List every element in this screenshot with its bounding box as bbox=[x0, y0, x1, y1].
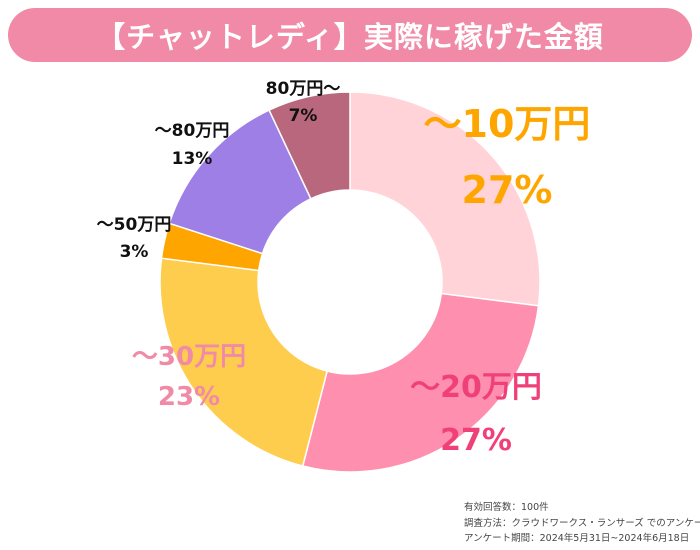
slice-value-5: 13% bbox=[172, 149, 213, 169]
chart-title: 【チャットレディ】実際に稼げた金額 bbox=[96, 20, 604, 54]
slice-labels: ～10万円 27% ～20万円 27% ～30万円 23% ～50万円 3% ～80万円 13% 8… bbox=[97, 79, 591, 458]
footnote-method: 調査方法：クラウドワークス・ランサーズ でのアンケート bbox=[464, 517, 700, 529]
slice-label-2: ～20万円 bbox=[410, 370, 542, 405]
slice-label-1: ～10万円 bbox=[424, 102, 591, 146]
footnote-respondents: 有効回答数：100件 bbox=[464, 502, 549, 513]
donut-slice-6 bbox=[268, 91, 351, 200]
slice-label-6: 80万円～ bbox=[266, 79, 341, 99]
title-banner: 【チャットレディ】実際に稼げた金額 bbox=[8, 8, 692, 62]
donut-slice-1 bbox=[349, 91, 541, 307]
slice-value-6: 7% bbox=[289, 106, 318, 126]
donut-slices bbox=[159, 91, 541, 473]
slice-value-1: 27% bbox=[462, 168, 553, 212]
slice-label-3: ～30万円 bbox=[132, 342, 246, 372]
slice-value-4: 3% bbox=[120, 242, 149, 262]
slice-value-3: 23% bbox=[158, 382, 220, 412]
survey-footnote: 有効回答数：100件 調査方法：クラウドワークス・ランサーズ でのアンケート ア… bbox=[464, 500, 700, 547]
donut-slice-3 bbox=[159, 257, 329, 467]
slice-label-5: ～80万円 bbox=[155, 121, 230, 141]
footnote-period: アンケート期間：2024年5月31日~2024年6月18日 bbox=[464, 533, 690, 544]
slice-value-2: 27% bbox=[440, 423, 512, 458]
donut-slice-2 bbox=[301, 292, 540, 473]
slice-label-4: ～50万円 bbox=[97, 215, 172, 235]
